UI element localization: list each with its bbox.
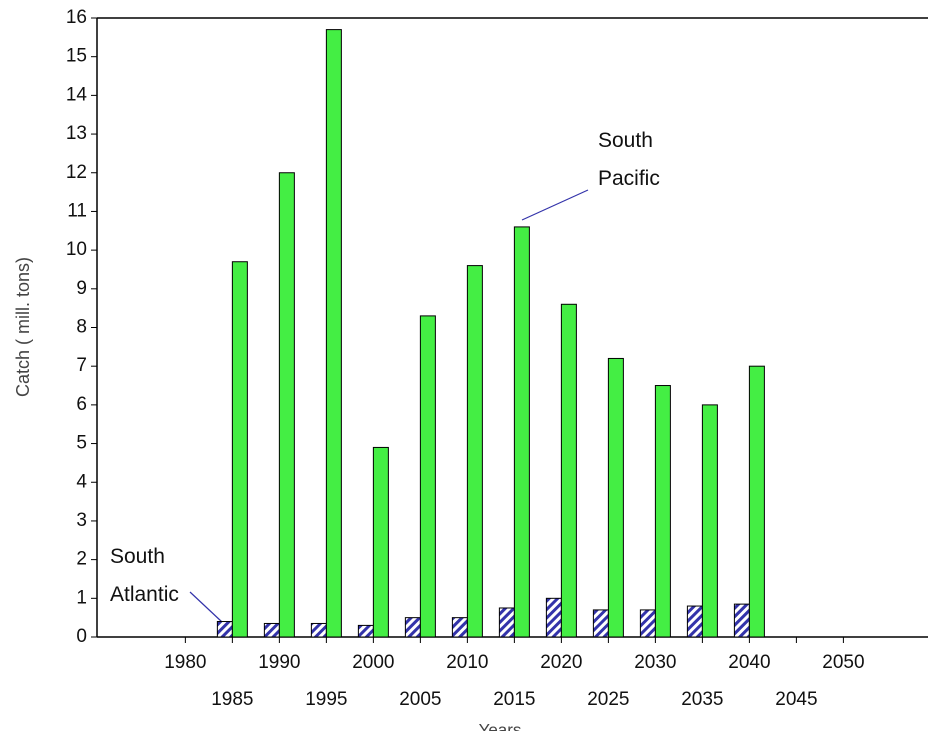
x-tick-label: 2015 [493, 689, 535, 710]
bar [545, 597, 562, 638]
x-tick-label: 2045 [775, 689, 817, 710]
y-tick-label: 4 [76, 471, 87, 492]
x-tick-label: 2035 [681, 689, 723, 710]
bar [466, 265, 483, 638]
annotation-line [189, 591, 223, 623]
bar [263, 622, 280, 638]
y-tick-label: 3 [76, 510, 87, 531]
y-tick-label: 10 [66, 239, 87, 260]
x-tick-label: 2040 [728, 652, 770, 673]
y-tick-label: 11 [67, 200, 87, 221]
bar [372, 446, 389, 638]
bar [451, 617, 468, 638]
annotation-line [521, 189, 589, 221]
y-tick-label: 14 [66, 84, 88, 105]
y-tick-label: 8 [76, 317, 87, 338]
y-tick-label: 12 [66, 162, 87, 183]
bar [278, 172, 295, 638]
y-tick-label: 13 [66, 123, 87, 144]
y-tick-label: 0 [76, 626, 87, 647]
x-tick-label: 1980 [164, 652, 206, 673]
bar [654, 385, 671, 638]
annotation: South Pacific [598, 129, 660, 190]
bar [310, 622, 327, 638]
x-tick-label: 1995 [305, 689, 347, 710]
x-tick-label: 2025 [587, 689, 629, 710]
bar [560, 303, 577, 638]
bar [325, 29, 342, 638]
bar [513, 226, 530, 638]
y-axis-label: Catch ( mill. tons) [13, 257, 33, 397]
y-tick-label: 7 [76, 355, 87, 376]
bar [701, 404, 718, 638]
x-tick-label: 2010 [446, 652, 488, 673]
x-tick-label: 2030 [634, 652, 676, 673]
bar [404, 617, 421, 638]
bar [498, 607, 515, 638]
bar [748, 365, 765, 638]
x-axis-label: Years [479, 720, 522, 731]
bar [607, 357, 624, 638]
y-tick-label: 5 [76, 433, 87, 454]
y-tick-label: 6 [76, 394, 87, 415]
y-tick-label: 9 [76, 278, 87, 299]
bar [733, 603, 750, 638]
x-tick-label: 2000 [352, 652, 394, 673]
x-tick-label: 2020 [540, 652, 582, 673]
bar [419, 315, 436, 638]
bar [686, 605, 703, 638]
bar [592, 609, 609, 638]
bar [639, 609, 656, 638]
bar [231, 261, 248, 638]
x-tick-label: 2050 [822, 652, 864, 673]
y-tick-label: 16 [66, 7, 87, 28]
y-tick-label: 15 [66, 46, 87, 67]
y-tick-label: 1 [76, 587, 87, 608]
annotation: South Atlantic [110, 545, 179, 606]
x-tick-label: 1990 [258, 652, 300, 673]
x-tick-label: 1985 [211, 689, 253, 710]
y-tick-label: 2 [76, 549, 87, 570]
x-tick-label: 2005 [399, 689, 441, 710]
bar [357, 624, 374, 638]
bar [216, 621, 233, 638]
